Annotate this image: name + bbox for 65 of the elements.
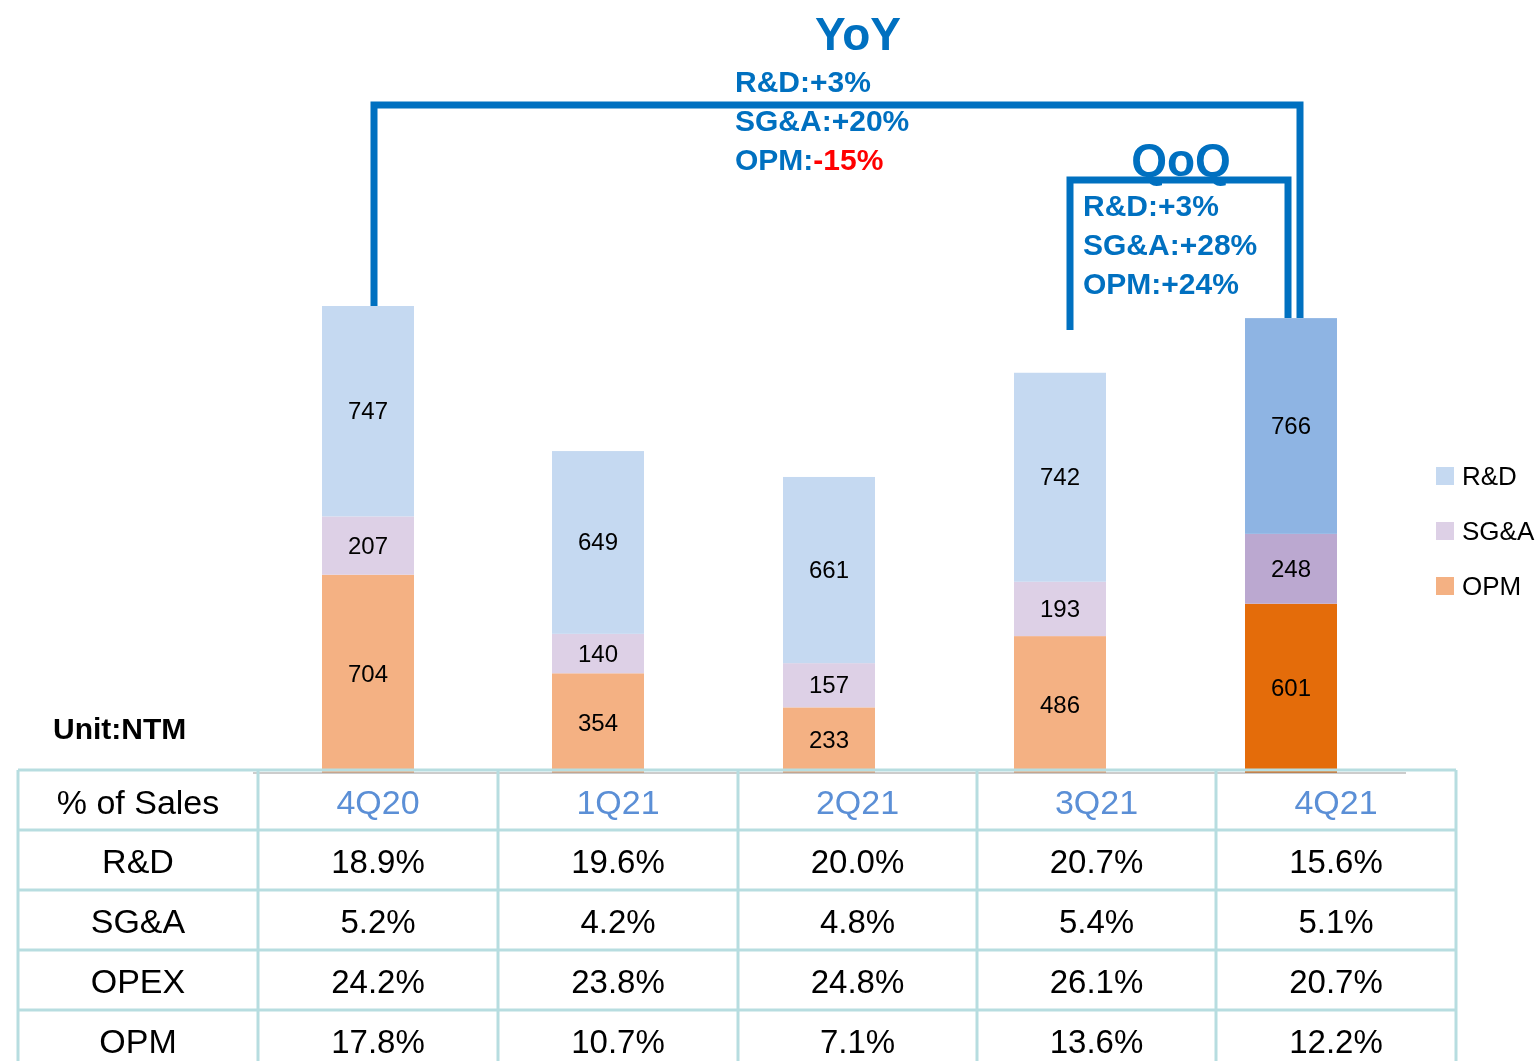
data-label: 20.0%	[810, 843, 905, 880]
bar	[1014, 372, 1106, 582]
chart-title: % of Sales	[56, 783, 220, 821]
data-label: 233	[808, 726, 850, 754]
data-label: 354	[577, 709, 619, 737]
data-label: 26.1%	[1049, 963, 1144, 1000]
data-label: 157	[808, 671, 850, 699]
data-label: 5.2%	[340, 903, 416, 940]
bar	[1245, 533, 1337, 604]
data-label: 4.8%	[819, 903, 896, 940]
data-label: 18.9%	[331, 843, 425, 880]
data-label: 207	[347, 531, 389, 559]
data-label: 24.2%	[331, 963, 425, 1000]
x-tick-label: 4Q21	[1294, 783, 1378, 821]
data-label: 661	[808, 556, 850, 584]
data-label: 23.8%	[571, 963, 665, 1000]
data-label: 4.2%	[580, 903, 656, 940]
data-label: 7.1%	[819, 1023, 896, 1060]
legend-label: OPM	[1462, 571, 1522, 601]
x-tick-label: 2Q21	[815, 783, 900, 821]
data-label: 193	[1039, 594, 1081, 622]
x-tick-label: 1Q21	[576, 783, 660, 821]
data-label: 10.7%	[571, 1023, 665, 1060]
data-label: 704	[347, 659, 389, 687]
text: SG&A:+20%	[735, 104, 910, 137]
data-label: 486	[1039, 690, 1081, 718]
data-label: 17.8%	[331, 1023, 425, 1060]
bar	[322, 516, 414, 575]
legend-label: SG&A	[1462, 516, 1535, 546]
x-tick-label: 4Q20	[336, 783, 420, 821]
text: SG&A:+28%	[1083, 228, 1258, 261]
data-label: 12.2%	[1289, 1023, 1383, 1060]
bar	[783, 663, 875, 708]
data-label: 766	[1270, 411, 1312, 439]
data-label: 20.7%	[1049, 843, 1144, 880]
y-tick-label: SG&A	[90, 902, 186, 940]
text: OPM:+24%	[1083, 267, 1239, 300]
data-label: 19.6%	[571, 843, 665, 880]
y-tick-label: OPM	[99, 1022, 177, 1060]
data-label: 140	[577, 639, 619, 667]
bar	[1014, 581, 1106, 637]
text: YoY	[814, 8, 902, 60]
data-label: 649	[577, 528, 619, 556]
y-tick-label: OPEX	[90, 962, 186, 1000]
text: OPM:-15%	[735, 143, 884, 176]
data-label: 742	[1039, 463, 1081, 491]
y-tick-label: R&D	[102, 842, 174, 880]
bar	[552, 451, 644, 634]
bar	[783, 476, 875, 664]
legend-label: R&D	[1462, 461, 1517, 491]
bar	[552, 633, 644, 674]
data-label: 5.1%	[1298, 903, 1374, 940]
data-label: 601	[1270, 674, 1312, 702]
text: R&D:+3%	[1083, 189, 1219, 222]
x-tick-label: 3Q21	[1054, 783, 1139, 821]
text: Unit:NTM	[53, 712, 187, 745]
data-label: 5.4%	[1058, 903, 1135, 940]
data-label: 20.7%	[1289, 963, 1383, 1000]
data-label: 747	[347, 397, 389, 425]
data-label: 248	[1270, 554, 1312, 582]
data-label: 15.6%	[1289, 843, 1383, 880]
bar	[322, 306, 414, 517]
text: R&D:+3%	[735, 65, 871, 98]
data-label: 13.6%	[1049, 1023, 1144, 1060]
data-label: 24.8%	[810, 963, 905, 1000]
